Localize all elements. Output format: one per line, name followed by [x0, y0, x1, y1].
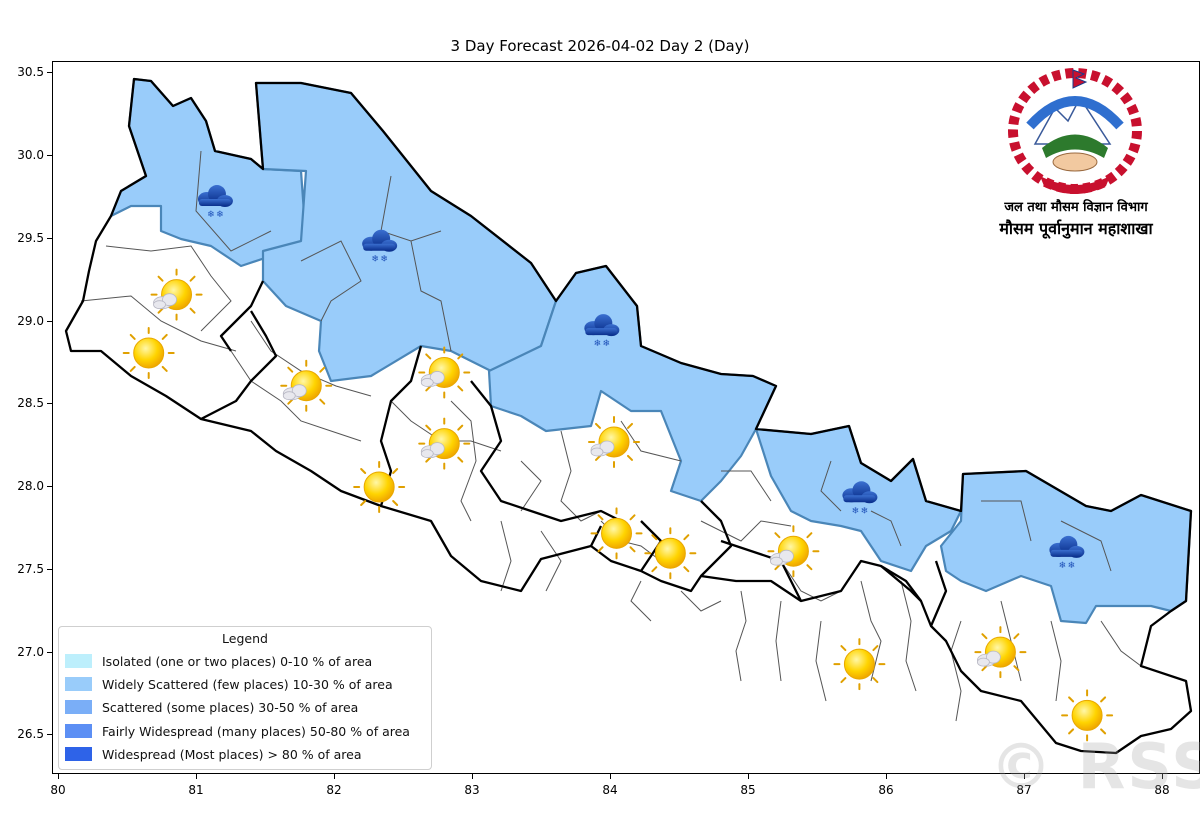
department-line-2: मौसम पूर्वानुमान महाशाखा — [999, 219, 1153, 238]
y-tick-label: 26.5 — [17, 727, 44, 741]
x-tick-label: 83 — [464, 783, 480, 797]
y-tick-label: 28.0 — [17, 479, 44, 493]
y-tick-label: 29.0 — [17, 314, 44, 328]
department-name: जल तथा मौसम विज्ञान विभाग मौसम पूर्वानुम… — [976, 197, 1176, 239]
legend-item: Scattered (some places) 30-50 % of area — [65, 698, 358, 716]
y-tick-label: 30.0 — [17, 148, 44, 162]
map-title: 3 Day Forecast 2026-04-02 Day 2 (Day) — [450, 37, 750, 55]
x-tick-label: 81 — [188, 783, 204, 797]
legend-item: Fairly Widespread (many places) 50-80 % … — [65, 722, 410, 740]
x-tick-label: 84 — [602, 783, 618, 797]
legend-label: Fairly Widespread (many places) 50-80 % … — [102, 723, 410, 739]
legend-label: Scattered (some places) 30-50 % of area — [102, 699, 359, 715]
legend-item: Isolated (one or two places) 0-10 % of a… — [65, 652, 372, 670]
sun-icon — [833, 638, 886, 691]
x-tick-label: 80 — [50, 783, 66, 797]
legend-label: Widespread (Most places) > 80 % of area — [102, 746, 362, 762]
nepal-map: ❄❄ — [64, 77, 1193, 755]
legend-title: Legend — [222, 631, 268, 646]
watermark: © RSS — [990, 730, 1200, 803]
y-tick-label: 27.5 — [17, 562, 44, 576]
legend-label: Isolated (one or two places) 0-10 % of a… — [102, 653, 373, 669]
y-tick-label: 28.5 — [17, 396, 44, 410]
government-emblem — [1008, 68, 1142, 194]
legend-item: Widespread (Most places) > 80 % of area — [65, 745, 362, 763]
legend-item: Widely Scattered (few places) 10-30 % of… — [65, 675, 393, 693]
x-tick-label: 87 — [1016, 783, 1032, 797]
x-tick-label: 88 — [1154, 783, 1170, 797]
legend-label: Widely Scattered (few places) 10-30 % of… — [102, 676, 393, 692]
legend-swatch — [65, 677, 92, 691]
legend-swatch — [65, 747, 92, 761]
x-tick-label: 86 — [878, 783, 894, 797]
y-tick-label: 27.0 — [17, 645, 44, 659]
y-tick-label: 30.5 — [17, 65, 44, 79]
legend-swatch — [65, 654, 92, 668]
x-tick-label: 82 — [326, 783, 342, 797]
department-line-1: जल तथा मौसम विज्ञान विभाग — [1004, 200, 1148, 215]
legend-swatch — [65, 700, 92, 714]
y-tick-label: 29.5 — [17, 231, 44, 245]
legend-swatch — [65, 724, 92, 738]
legend: Legend Isolated (one or two places) 0-10… — [58, 626, 432, 770]
x-tick-label: 85 — [740, 783, 756, 797]
